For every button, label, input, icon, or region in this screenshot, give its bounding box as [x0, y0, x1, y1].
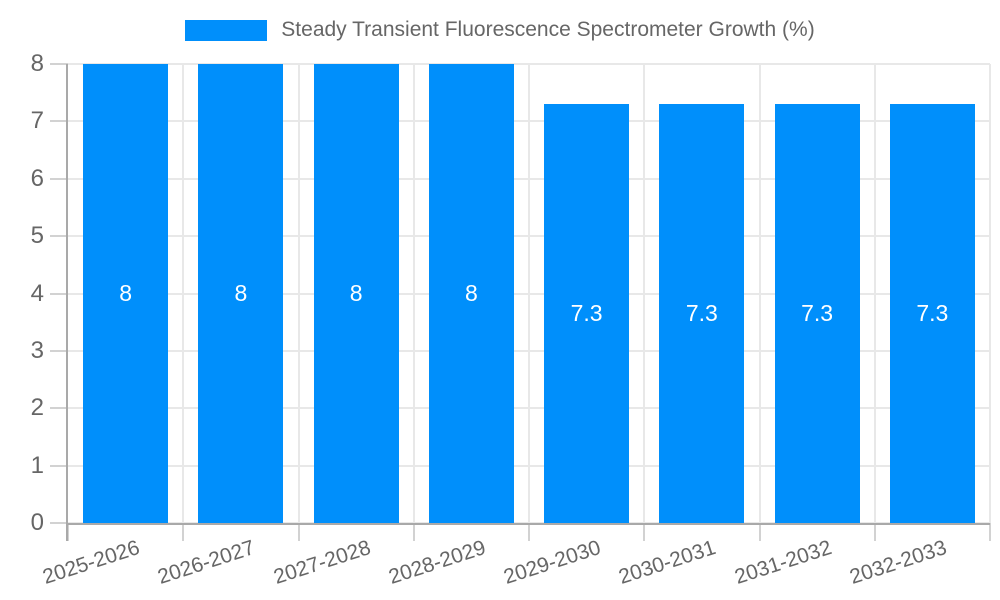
bar-value-label: 8: [349, 280, 363, 306]
y-axis-label: 3: [30, 336, 44, 364]
x-axis-label: 2029-2030: [501, 536, 604, 589]
bar-value-label: 8: [464, 280, 478, 306]
x-axis-label: 2025-2026: [40, 536, 143, 589]
x-gridline: [989, 64, 991, 523]
bar[interactable]: 8: [83, 64, 169, 523]
x-axis-tick: [412, 523, 415, 541]
x-axis-label: 2032-2033: [846, 536, 950, 589]
bar[interactable]: 8: [198, 64, 284, 523]
x-gridline: [528, 64, 530, 523]
y-axis-tick: [50, 349, 68, 352]
y-axis-tick: [50, 177, 68, 180]
x-axis-tick: [643, 523, 646, 541]
bar[interactable]: 8: [313, 64, 399, 523]
x-gridline: [182, 64, 185, 523]
x-axis-tick: [182, 523, 185, 541]
y-axis-tick: [50, 63, 68, 65]
y-axis-label: 8: [30, 50, 44, 77]
x-axis-tick: [873, 523, 876, 541]
y-axis-label: 1: [30, 451, 44, 479]
bar[interactable]: 7.3: [544, 104, 630, 523]
x-gridline: [297, 64, 300, 523]
bar[interactable]: 7.3: [889, 104, 975, 523]
bar-value-label: 8: [119, 280, 133, 306]
x-gridline: [758, 64, 761, 523]
x-axis-tick: [989, 523, 991, 541]
y-axis-label: 4: [30, 279, 44, 307]
x-axis-label: 2027-2028: [270, 536, 374, 589]
x-gridline: [643, 64, 646, 523]
bar[interactable]: 8: [428, 64, 514, 523]
legend-label: Steady Transient Fluorescence Spectromet…: [281, 18, 815, 41]
y-axis-tick: [50, 407, 68, 410]
x-gridline: [412, 64, 415, 523]
bar-value-label: 7.3: [916, 300, 949, 327]
chart-legend[interactable]: Steady Transient Fluorescence Spectromet…: [0, 18, 1000, 42]
y-axis-tick: [50, 464, 68, 467]
legend-swatch: [185, 19, 268, 41]
y-axis-label: 6: [30, 164, 44, 192]
y-axis-tick: [50, 120, 68, 123]
x-axis-tick: [758, 523, 761, 541]
bar[interactable]: 7.3: [774, 104, 860, 523]
x-axis-label: 2028-2029: [385, 536, 489, 589]
x-axis-label: 2026-2027: [155, 536, 258, 589]
x-axis-tick: [528, 523, 530, 541]
x-gridline: [873, 64, 876, 523]
x-axis-line: [66, 523, 990, 525]
y-axis-label: 7: [30, 107, 44, 135]
y-axis-label: 5: [30, 222, 44, 250]
x-axis-label: 2030-2031: [616, 536, 719, 589]
bar[interactable]: 7.3: [659, 104, 745, 523]
bar-value-label: 7.3: [685, 300, 718, 327]
y-axis-tick: [50, 235, 68, 238]
x-axis-tick: [67, 523, 69, 541]
bar-value-label: 8: [234, 280, 248, 306]
y-axis-line: [66, 64, 68, 541]
y-axis-tick: [50, 292, 68, 295]
bar-value-label: 7.3: [570, 300, 603, 327]
y-axis-tick: [50, 522, 68, 524]
y-axis-label: 0: [30, 509, 44, 536]
y-axis-label: 2: [30, 394, 44, 422]
x-axis-tick: [297, 523, 300, 541]
x-axis-label: 2031-2032: [731, 536, 835, 589]
bar-value-label: 7.3: [801, 300, 834, 327]
